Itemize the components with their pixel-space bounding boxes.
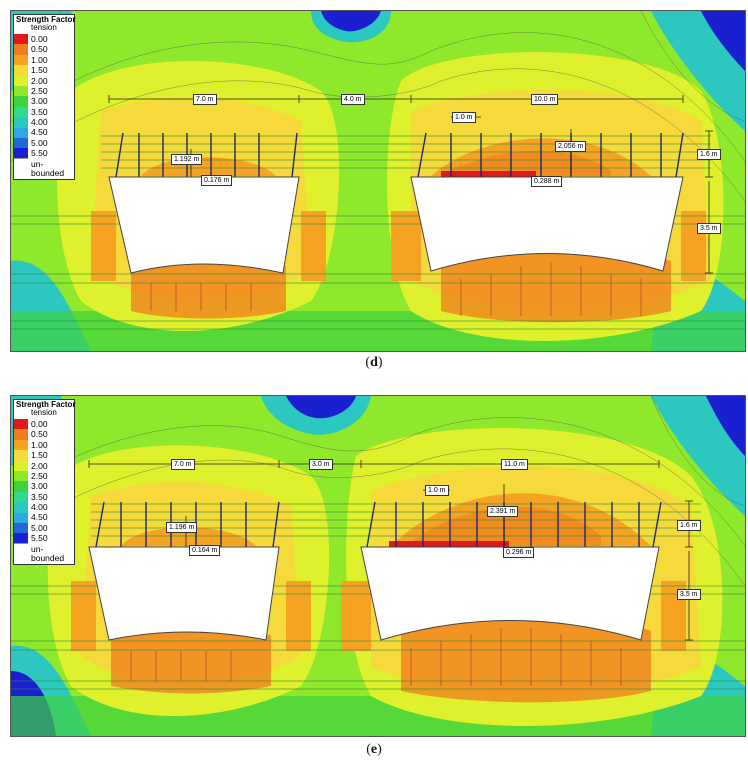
- legend-title: Strength Factor: [16, 15, 76, 24]
- dim-middle-span: 3.0 m: [309, 459, 333, 470]
- legend-swatch: [14, 533, 28, 544]
- dim-middle-span: 4.0 m: [341, 94, 365, 105]
- legend-swatch: [14, 54, 28, 66]
- legend-label: 2.00: [31, 75, 48, 86]
- legend-swatch: [14, 543, 28, 565]
- dim-bolt-spacing: 1.0 m: [452, 112, 476, 123]
- legend-label: 1.50: [31, 65, 48, 76]
- legend-swatch: [14, 96, 28, 107]
- dim-left-zone-height: 1.192 m: [171, 154, 203, 165]
- legend-label: 1.00: [31, 439, 48, 450]
- legend-swatch: [14, 137, 28, 149]
- legend-title: Strength Factor: [16, 400, 76, 409]
- legend-label: 4.50: [31, 127, 48, 138]
- legend-swatch: [14, 158, 28, 180]
- dim-side-height: 3.5 m: [677, 589, 701, 600]
- legend-label: un-bounded: [31, 159, 65, 178]
- dim-left-span: 7.0 m: [171, 459, 195, 470]
- legend-swatch: [14, 481, 28, 492]
- dim-left-zone-height: 1.196 m: [166, 522, 198, 533]
- caption-letter: e: [370, 742, 378, 757]
- dim-right-span: 10.0 m: [531, 94, 559, 105]
- legend-swatch: [14, 127, 28, 138]
- dim-top-layer: 1.6 m: [697, 149, 721, 160]
- legend-label: 0.00: [31, 33, 48, 44]
- legend-swatch: [14, 117, 28, 128]
- strength-factor-panel-e: Strength Factor tension 0.00 0.50 1.00 1…: [10, 395, 746, 737]
- legend-swatch: [14, 106, 28, 118]
- legend-label: 5.50: [31, 148, 48, 159]
- legend-label: 0.50: [31, 44, 48, 55]
- legend-label: 4.00: [31, 502, 48, 513]
- legend-swatch: [14, 75, 28, 86]
- legend-label: 1.50: [31, 450, 48, 461]
- dim-side-height: 3.5 m: [697, 223, 721, 234]
- dim-top-layer: 1.6 m: [677, 520, 701, 531]
- legend-label: 0.00: [31, 418, 48, 429]
- caption-d: (d): [365, 355, 383, 370]
- dim-left-roof-gap: 0.164 m: [189, 545, 221, 556]
- legend-swatch: [14, 44, 28, 55]
- dim-left-roof-gap: 0.176 m: [201, 175, 233, 186]
- legend-swatch: [14, 460, 28, 471]
- dim-right-roof-gap: 0.288 m: [531, 176, 563, 187]
- strength-factor-legend: Strength Factor tension 0.00 0.50 1.00 1…: [13, 399, 76, 565]
- legend-label: 4.50: [31, 512, 48, 523]
- legend-label: 5.00: [31, 522, 48, 533]
- strength-factor-panel-d: Strength Factor tension 0.00 0.50 1.00 1…: [10, 10, 746, 352]
- legend-swatch: [14, 85, 28, 97]
- legend-label: 5.00: [31, 137, 48, 148]
- legend-label: 1.00: [31, 54, 48, 65]
- dim-right-roof-gap: 0.296 m: [503, 547, 535, 558]
- strength-factor-legend: Strength Factor tension 0.00 0.50 1.00 1…: [13, 14, 76, 180]
- dim-right-span: 11.0 m: [501, 459, 528, 470]
- legend-label: 3.50: [31, 106, 48, 117]
- dim-right-zone-height: 2.056 m: [555, 141, 587, 152]
- legend-swatch: [14, 34, 28, 45]
- legend-label: 2.50: [31, 470, 48, 481]
- legend-swatch: [14, 470, 28, 482]
- legend-swatch: [14, 450, 28, 461]
- legend-subtitle: tension: [31, 23, 57, 32]
- legend-swatch: [14, 429, 28, 440]
- dim-right-zone-height: 2.391 m: [487, 506, 519, 517]
- legend-label: 3.50: [31, 491, 48, 502]
- contour-plot-e: [11, 396, 745, 736]
- legend-swatch: [14, 439, 28, 451]
- caption-e: (e): [366, 742, 382, 757]
- legend-label: 2.00: [31, 460, 48, 471]
- legend-label: 3.00: [31, 481, 48, 492]
- legend-swatch: [14, 65, 28, 76]
- legend-label: 4.00: [31, 117, 48, 128]
- legend-label: 0.50: [31, 429, 48, 440]
- caption-letter: d: [370, 355, 378, 370]
- legend-subtitle: tension: [31, 408, 57, 417]
- legend-label: 5.50: [31, 533, 48, 544]
- legend-label: un-bounded: [31, 544, 65, 563]
- dim-bolt-spacing: 1.0 m: [425, 485, 449, 496]
- dim-left-span: 7.0 m: [193, 94, 217, 105]
- legend-label: 2.50: [31, 85, 48, 96]
- legend-swatch: [14, 502, 28, 513]
- legend-swatch: [14, 148, 28, 159]
- legend-swatch: [14, 522, 28, 534]
- legend-swatch: [14, 419, 28, 430]
- legend-swatch: [14, 512, 28, 523]
- contour-plot-d: [11, 11, 745, 351]
- legend-swatch: [14, 491, 28, 503]
- legend-label: 3.00: [31, 96, 48, 107]
